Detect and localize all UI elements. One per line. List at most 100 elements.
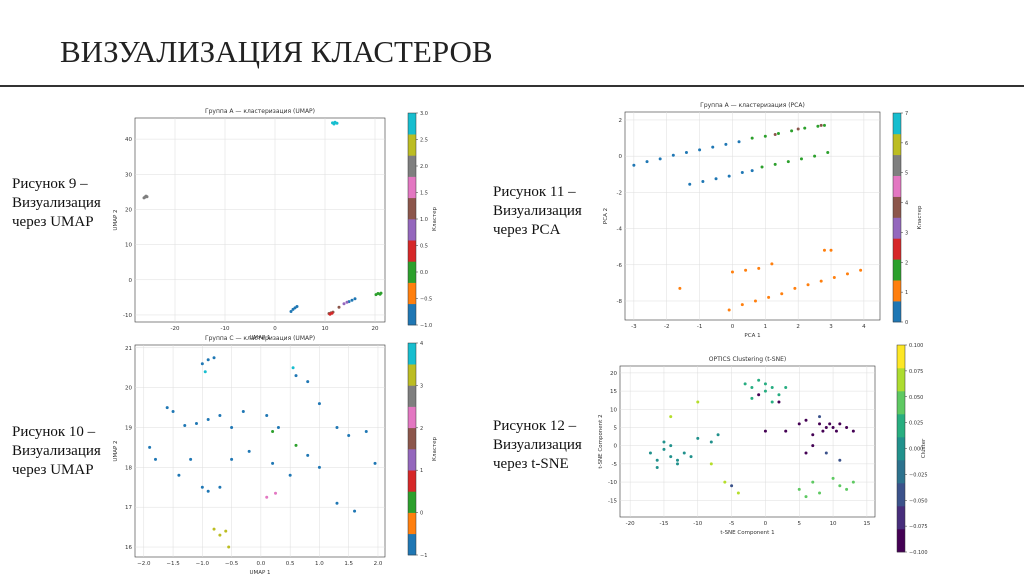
point — [332, 122, 336, 126]
point — [218, 414, 222, 418]
point — [276, 425, 280, 429]
point — [832, 275, 836, 279]
point — [696, 436, 700, 440]
point — [773, 132, 777, 136]
colorbar-tick-label: 3 — [905, 230, 908, 236]
y-axis-label: UMAP 2 — [113, 440, 119, 461]
colorbar-segment — [897, 460, 905, 484]
point — [724, 142, 728, 146]
slide-title: ВИЗУАЛИЗАЦИЯ КЛАСТЕРОВ — [60, 34, 493, 69]
colorbar-segment — [893, 238, 901, 260]
point — [797, 487, 801, 491]
point — [727, 308, 731, 312]
point — [777, 400, 781, 404]
point — [148, 445, 152, 449]
point — [675, 462, 679, 466]
colorbar-segment — [408, 113, 416, 135]
colorbar-tick-label: 0.0 — [420, 270, 428, 276]
point — [200, 362, 204, 366]
point — [750, 136, 754, 140]
colorbar-tick-label: 5 — [905, 171, 908, 177]
point — [750, 385, 754, 389]
y-tick-label: -5 — [612, 462, 618, 468]
point — [335, 425, 339, 429]
x-axis-label: PCA 1 — [744, 333, 760, 339]
point — [845, 487, 849, 491]
point — [671, 153, 675, 157]
chart-title: Группа A — кластеризация (PCA) — [700, 102, 805, 109]
point — [773, 162, 777, 166]
point — [330, 311, 334, 315]
x-tick-label: -1 — [697, 324, 702, 330]
caption: Визуализация — [493, 437, 582, 453]
y-tick-label: 30 — [125, 172, 132, 178]
colorbar-tick-label: −0.025 — [909, 472, 928, 478]
point — [200, 485, 204, 489]
colorbar-segment — [408, 491, 416, 513]
point — [770, 400, 774, 404]
x-tick-label: 2 — [796, 324, 800, 330]
colorbar-segment — [893, 175, 901, 197]
point — [845, 425, 849, 429]
colorbar-tick-label: 0.000 — [909, 447, 923, 453]
point — [770, 385, 774, 389]
x-tick-label: -15 — [659, 521, 668, 527]
caption: через t-SNE — [493, 456, 569, 472]
point — [203, 370, 207, 374]
colorbar-segment — [408, 343, 416, 365]
point — [796, 127, 800, 131]
point — [212, 527, 216, 531]
colorbar-segment — [893, 154, 901, 176]
point — [373, 461, 377, 465]
point — [684, 151, 688, 155]
point — [790, 129, 794, 133]
point — [632, 163, 636, 167]
point — [818, 491, 822, 495]
point — [689, 455, 693, 459]
y-tick-label: -8 — [617, 299, 623, 305]
colorbar-segment — [408, 385, 416, 407]
y-tick-label: -6 — [617, 263, 623, 269]
point — [784, 429, 788, 433]
caption: через UMAP — [12, 214, 94, 230]
point — [271, 429, 275, 433]
colorbar-tick-label: −0.075 — [909, 524, 928, 530]
plot-area — [619, 365, 876, 518]
point — [224, 529, 228, 533]
colorbar-tick-label: 3 — [420, 383, 423, 389]
colorbar-segment — [408, 364, 416, 386]
plot-area — [134, 117, 386, 323]
y-tick-label: -10 — [608, 480, 617, 486]
point — [740, 303, 744, 307]
y-tick-label: 20 — [610, 371, 617, 377]
point — [655, 466, 659, 470]
point — [753, 299, 757, 303]
point — [306, 380, 310, 384]
point — [780, 292, 784, 296]
point — [265, 495, 269, 499]
colorbar-tick-label: 4 — [905, 201, 908, 207]
point — [265, 414, 269, 418]
point — [831, 476, 835, 480]
plot-area — [134, 344, 386, 558]
point — [804, 495, 808, 499]
point — [218, 533, 222, 537]
point — [804, 418, 808, 422]
point — [767, 295, 771, 299]
colorbar-segment — [893, 113, 901, 135]
point — [295, 305, 299, 309]
point — [345, 300, 349, 304]
point — [669, 444, 673, 448]
colorbar-segment — [893, 280, 901, 302]
point — [688, 182, 692, 186]
point — [826, 151, 830, 155]
point — [177, 473, 181, 477]
colorbar-label: Кластер — [432, 437, 438, 461]
point — [793, 286, 797, 290]
colorbar-tick-label: −0.050 — [909, 498, 928, 504]
point — [819, 123, 823, 127]
colorbar-tick-label: 1.5 — [420, 191, 428, 197]
point — [760, 165, 764, 169]
point — [804, 451, 808, 455]
point — [342, 302, 346, 306]
